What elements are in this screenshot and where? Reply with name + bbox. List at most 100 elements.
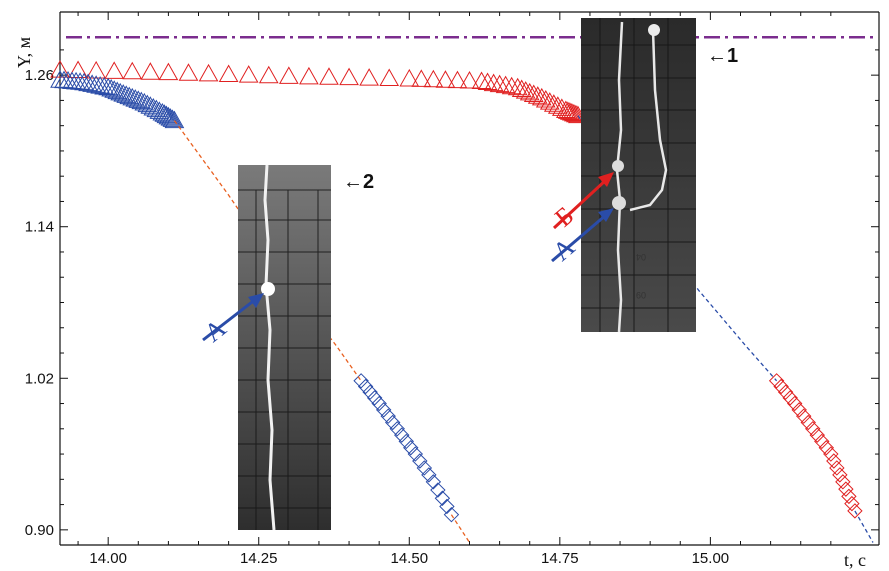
series-3-point xyxy=(768,373,785,389)
series-0-point xyxy=(379,68,400,87)
series-1-point xyxy=(104,80,125,98)
photo-1-bubble-a xyxy=(612,196,626,210)
series-0-point xyxy=(477,72,498,91)
series-1-point xyxy=(110,82,131,101)
photo-1-arrow-b xyxy=(552,178,608,230)
series-1-point xyxy=(98,77,119,96)
y-axis-label: Y, м xyxy=(14,37,34,68)
series-3-point xyxy=(805,421,821,437)
series-3 xyxy=(768,373,863,519)
series-3-point xyxy=(841,488,857,505)
series-2-point xyxy=(434,490,451,506)
series-3-point xyxy=(835,474,851,490)
photo-1-grid xyxy=(581,18,696,332)
series-2 xyxy=(353,373,460,523)
tick-labels: 14.00 14.25 14.50 14.75 15.00 0.90 1.02 1.14 1.2… xyxy=(25,67,729,567)
axis-ticks xyxy=(60,12,879,545)
series-0-point xyxy=(564,103,584,122)
series-2-point xyxy=(385,414,401,431)
series-0-point xyxy=(278,66,299,84)
series-0-point xyxy=(531,87,552,106)
photo-1-bubble-b xyxy=(612,160,624,172)
series-2-point xyxy=(403,440,419,456)
series-2-point xyxy=(394,427,410,443)
photo-1-streak-right xyxy=(629,29,668,212)
series-0-point xyxy=(399,68,420,87)
series-0-point xyxy=(535,89,556,108)
series-1-point xyxy=(160,108,181,126)
series-6 xyxy=(450,514,471,543)
x-tick-label: 14.50 xyxy=(391,550,429,567)
series-2-point xyxy=(421,467,437,483)
series-0-point xyxy=(539,92,560,110)
series-0-point xyxy=(547,96,568,114)
series-2-point xyxy=(371,395,387,412)
series-0-point xyxy=(471,71,492,89)
series-0-point xyxy=(158,62,179,81)
photo-2-bubble xyxy=(261,282,275,296)
y-tick-label: 0.90 xyxy=(25,522,54,539)
series-3-point xyxy=(786,395,803,412)
x-tick-label: 14.00 xyxy=(89,550,127,567)
series-0-point xyxy=(140,62,161,80)
series-0-point xyxy=(558,101,578,119)
series-2-point xyxy=(366,390,383,406)
y-tick-label: 1.02 xyxy=(25,370,54,387)
photo-2-arrowhead-a xyxy=(248,293,264,308)
series-3-point xyxy=(814,433,830,450)
photo-1-background xyxy=(581,18,696,332)
photo-1-streak-left xyxy=(615,21,624,333)
series-3-point xyxy=(796,408,812,424)
series-5-dashed-line xyxy=(577,115,778,382)
series-0 xyxy=(50,60,588,124)
series-2-point xyxy=(407,446,424,462)
series-0-point xyxy=(495,75,516,94)
series-0-point xyxy=(483,73,504,92)
series-3-point xyxy=(818,440,835,456)
inset-photo-1: 04 09 ←1 Б А xyxy=(547,18,738,333)
series-0-point xyxy=(258,65,279,84)
series-2-point xyxy=(416,460,433,476)
series-0-point xyxy=(560,102,580,120)
series-5 xyxy=(577,115,778,382)
series-0-point xyxy=(423,69,444,88)
series-0-point xyxy=(50,60,70,78)
series-1-point xyxy=(146,99,167,118)
photo-1-note-bottom: 09 xyxy=(636,290,646,300)
series-3-point xyxy=(773,378,789,395)
series-0-point xyxy=(566,104,586,123)
series-3-point xyxy=(823,446,839,462)
series-0-point xyxy=(238,65,259,83)
photo-2-label: ←2 xyxy=(343,171,374,193)
series-1-point xyxy=(158,106,179,125)
series-1 xyxy=(50,70,185,129)
series-0-point xyxy=(489,74,510,93)
series-2-point xyxy=(412,453,428,469)
series-1-point xyxy=(152,103,173,121)
series-0-point xyxy=(511,79,532,97)
series-0-point xyxy=(523,84,544,103)
x-tick-label: 15.00 xyxy=(692,550,730,567)
series-1-point xyxy=(101,79,122,97)
series-1-point xyxy=(113,84,134,102)
series-1-point xyxy=(116,85,137,103)
series-0-point xyxy=(527,86,548,104)
series-2-point xyxy=(443,506,460,523)
series-0-point xyxy=(562,103,582,121)
series-3-point xyxy=(791,402,807,418)
series-3-point xyxy=(832,467,848,483)
series-2-point xyxy=(375,402,392,418)
series-0-point xyxy=(507,77,528,96)
series-1-point xyxy=(94,76,115,95)
series-1-point xyxy=(154,104,175,122)
series-6-dashed-line xyxy=(450,514,471,543)
series-0-point xyxy=(411,69,432,87)
photo-2-grid xyxy=(238,189,331,530)
series-0-point xyxy=(519,82,540,101)
photo-2-arrow-a xyxy=(202,297,257,342)
series-0-point xyxy=(319,67,339,85)
series-1-point xyxy=(119,86,140,105)
x-tick-label: 14.25 xyxy=(240,550,278,567)
series-2-point xyxy=(353,373,369,389)
